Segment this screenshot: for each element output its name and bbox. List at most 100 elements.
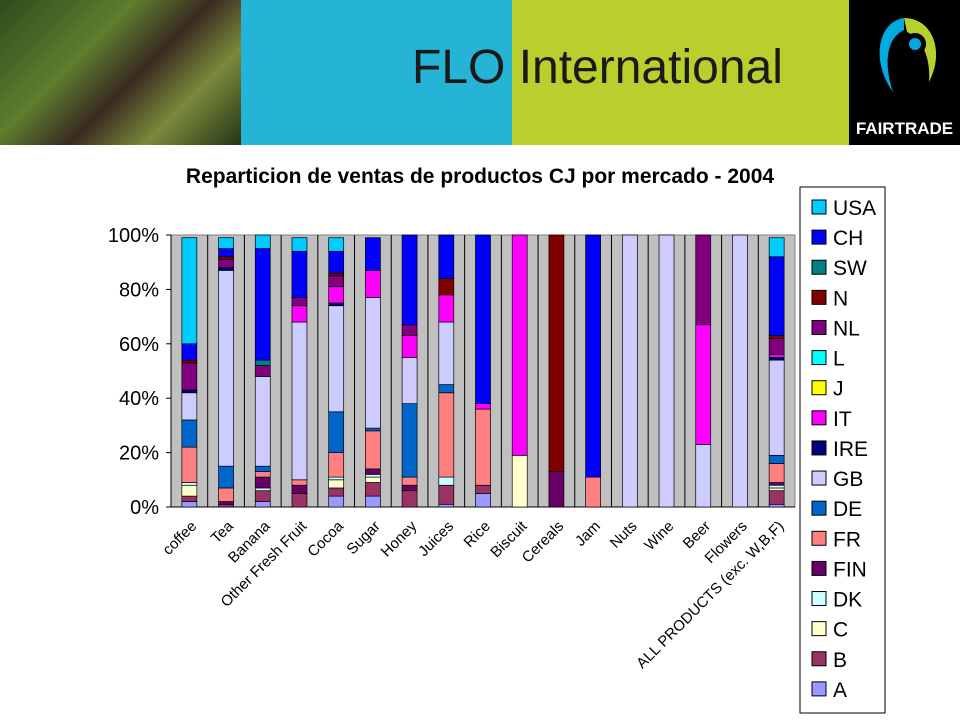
bar-segment [365,237,381,271]
bar-segment [181,484,198,497]
bar-segment [328,305,345,413]
bar-segment [328,479,345,489]
legend-label: J [833,378,844,401]
bar-segment [291,305,308,323]
bar-segment [365,270,381,298]
bar-segment [328,476,345,481]
bar-segment [218,256,234,260]
bar-segment [181,392,198,421]
bar-segment [181,446,198,483]
bar-segment [328,286,345,304]
bar-segment [254,501,271,508]
y-tick-label: 100% [108,225,159,247]
bar-segment [291,484,308,494]
bar-segment [365,468,381,475]
bar-segment [768,463,785,483]
bar-segment [768,503,785,508]
bar-segment [438,234,455,279]
bar-segment [328,302,345,307]
bar-segment [475,234,491,404]
x-tick-label: Juices [415,518,457,560]
logo-text: FAIRTRADE [855,119,954,138]
bar-segment [328,452,345,478]
bar-segment [511,454,528,508]
bar-segment [475,493,491,508]
y-tick-label: 20% [119,443,159,465]
bar-segment [401,335,418,358]
bar-segment [401,490,418,508]
legend-label: USA [833,197,876,220]
bar-segment [768,338,785,356]
bar-segment [732,234,748,508]
x-tick-label: Nuts [607,518,641,552]
bar-segment [328,495,345,508]
bar-segment [768,484,785,489]
bar-segment [401,234,418,326]
header-photo [0,0,241,145]
legend-label: B [833,649,847,672]
bar-segment [401,476,418,486]
bar-segment [254,471,271,478]
x-tick-label: Jam [572,518,604,550]
bar-segment [181,237,198,345]
bar-segment [585,476,601,508]
bar-segment [254,359,271,366]
bar-segment [365,430,381,470]
bar-segment [365,474,381,478]
bar-segment [254,234,271,249]
legend-label: FR [833,528,861,551]
bar-segment [475,403,491,410]
legend-label: A [833,679,847,702]
bar-segment [328,275,345,288]
legend-label: L [833,348,845,371]
bar-segment [401,403,418,478]
x-tick-label: Tea [208,517,238,547]
bar-segment [768,335,785,339]
legend-swatch [811,470,827,486]
legend-swatch [811,289,827,305]
x-tick-label: Honey [378,517,421,560]
bar-segment [291,237,308,252]
legend-swatch [811,229,827,245]
bar-segment [768,357,785,361]
bar-segment [475,408,491,486]
bar-segment [254,365,271,377]
bar-segment [254,487,271,492]
bar-segment [768,237,785,258]
legend-label: IRE [833,438,868,461]
bar-segment [695,444,712,508]
header-green-band [512,0,849,145]
bar-segment [768,354,785,358]
bar-segment [401,324,418,336]
legend-swatch [811,500,827,516]
legend-swatch [811,380,827,396]
y-tick-label: 40% [119,388,159,410]
bar-segment [438,476,455,486]
legend-swatch [811,681,827,697]
legend-label: SW [833,257,867,280]
bar-segment [475,484,491,494]
bar-segment [291,250,308,298]
bar-segment [328,487,345,497]
legend-label: GB [833,468,863,491]
bar-segment [621,234,638,508]
bar-segment [181,482,198,486]
bar-segment [768,359,785,456]
bar-segment [328,272,345,277]
bar-segment [181,389,198,394]
legend-swatch [811,199,827,215]
bar-segment [291,297,308,307]
legend-label: NL [833,317,860,340]
bar-segment [254,248,271,361]
legend-swatch [811,259,827,275]
bar-segment [365,482,381,497]
bar-segment [438,392,455,478]
bar-segment [695,324,712,445]
bar-segment [328,411,345,453]
legend-label: DK [833,589,862,612]
bar-segment [401,484,418,492]
x-tick-label: Rice [461,518,494,551]
bar-segment [291,321,308,481]
bar-segment [365,427,381,432]
bar-segment [585,234,601,478]
